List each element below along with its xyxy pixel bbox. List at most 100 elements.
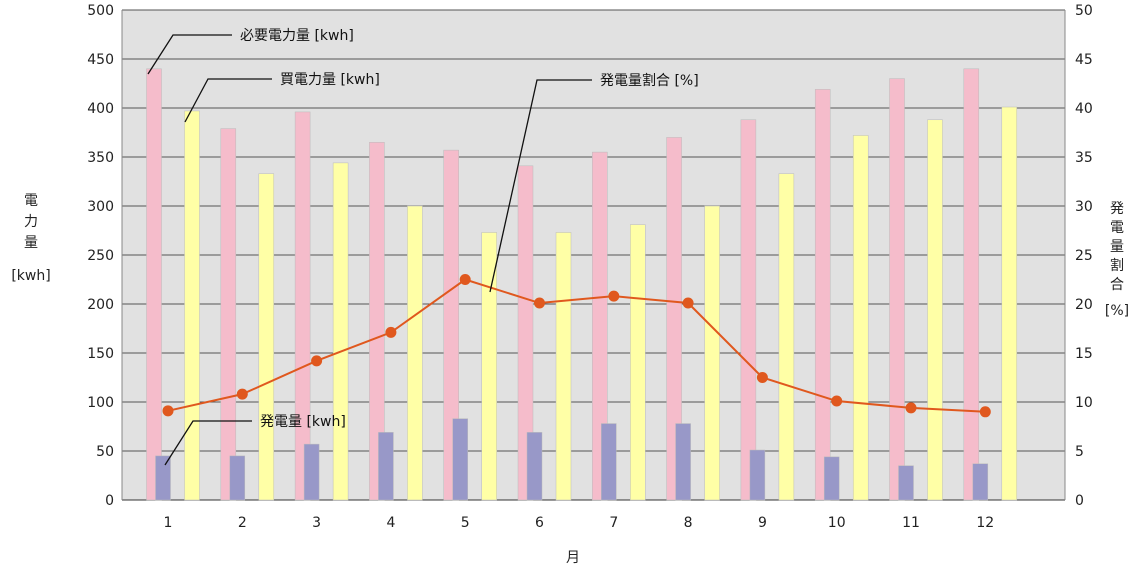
ratio-point: [608, 290, 620, 302]
right-axis-label: 発: [1110, 201, 1124, 217]
x-tick-label: 11: [902, 515, 920, 531]
left-tick-label: 50: [96, 444, 114, 460]
generated-bar: [378, 432, 394, 501]
ratio-point: [831, 395, 843, 407]
generated-bar: [898, 465, 914, 501]
generated-bar: [972, 463, 989, 501]
purchased-bar: [630, 224, 646, 501]
x-tick-label: 4: [386, 515, 395, 531]
purchased-bar: [555, 232, 572, 501]
bars: [146, 68, 1018, 501]
right-tick-label: 30: [1075, 199, 1093, 215]
required-bar: [963, 68, 980, 501]
purchased-bar: [778, 173, 795, 501]
generated-bar: [452, 418, 468, 501]
right-tick-label: 50: [1075, 3, 1093, 19]
annotation-leader: [147, 34, 232, 75]
annotation-leader: [489, 79, 592, 293]
left-tick-label: 500: [87, 3, 114, 19]
right-tick-label: 40: [1075, 101, 1093, 117]
x-tick-label: 12: [976, 515, 994, 531]
left-axis-label: 量: [24, 235, 38, 251]
right-tick-label: 5: [1075, 444, 1084, 460]
left-axis-label: 力: [24, 214, 38, 230]
left-axis-label: [kwh]: [11, 268, 50, 284]
ratio-point: [236, 388, 248, 400]
generated-bar: [823, 456, 840, 501]
left-axis-ticks: 0 50 100 150 200 250 300 350 400 450 500: [87, 3, 114, 509]
ratio-point: [385, 326, 397, 338]
right-tick-label: 15: [1075, 346, 1093, 362]
right-axis-label: 電: [1110, 220, 1124, 236]
right-axis-label: 割: [1110, 257, 1124, 274]
generated-bar: [749, 449, 766, 501]
left-tick-label: 150: [87, 346, 114, 362]
x-tick-label: 6: [535, 515, 544, 531]
ratio-point: [682, 297, 694, 309]
left-axis-label: 電: [24, 193, 38, 209]
ratio-point: [905, 402, 917, 414]
annotation-leader: [184, 78, 272, 123]
ratio-point: [459, 274, 471, 285]
required-bar: [443, 149, 459, 501]
left-tick-label: 250: [87, 248, 114, 264]
left-tick-label: 300: [87, 199, 114, 215]
required-bar: [666, 137, 682, 501]
ratio-point: [979, 406, 991, 418]
required-bar: [517, 165, 534, 501]
purchased-bar: [258, 173, 275, 501]
x-tick-label: 9: [758, 515, 767, 531]
ratio-line-path: [167, 278, 986, 413]
series-label: 発電量 [kwh]: [260, 414, 346, 430]
x-tick-label: 7: [609, 515, 618, 531]
required-bar: [889, 78, 905, 501]
x-tick-label: 5: [461, 515, 470, 531]
required-bar: [294, 111, 311, 501]
generated-bar: [526, 432, 543, 501]
left-tick-label: 400: [87, 101, 114, 117]
generated-bar: [601, 423, 617, 501]
right-axis-ticks: 0 5 10 15 20 25 30 35 40 45 50: [1075, 3, 1093, 509]
series-label: 必要電力量 [kwh]: [240, 28, 354, 44]
annotation-leader: [164, 420, 252, 466]
generated-bar: [229, 455, 246, 501]
right-tick-label: 35: [1075, 150, 1093, 166]
required-bar: [814, 89, 831, 501]
right-tick-label: 0: [1075, 493, 1084, 509]
x-axis-label: 月: [566, 550, 580, 566]
required-bar: [592, 151, 608, 501]
annotations: 必要電力量 [kwh] 買電力量 [kwh] 発電量割合 [%] 発電量 [kwh]: [147, 28, 699, 466]
right-axis-label: [%]: [1105, 303, 1129, 319]
generated-bar: [303, 443, 320, 501]
generated-bar: [155, 455, 171, 501]
ratio-point: [162, 405, 174, 417]
left-tick-label: 350: [87, 150, 114, 166]
left-tick-label: 100: [87, 395, 114, 411]
purchased-bar: [407, 205, 423, 501]
series-label: 買電力量 [kwh]: [280, 72, 380, 88]
x-tick-label: 10: [828, 515, 846, 531]
purchased-bar: [332, 162, 349, 501]
x-tick-label: 2: [238, 515, 247, 531]
required-bar: [220, 128, 237, 501]
purchased-bar: [1001, 106, 1018, 501]
x-tick-label: 8: [684, 515, 693, 531]
left-tick-label: 450: [87, 52, 114, 68]
x-tick-label: 1: [164, 515, 173, 531]
right-tick-label: 10: [1075, 395, 1093, 411]
purchased-bar: [852, 135, 869, 501]
left-tick-label: 0: [105, 493, 114, 509]
right-axis-label: 合: [1110, 277, 1124, 293]
ratio-line: [162, 274, 991, 418]
x-axis-ticks: 1 2 3 4 5 6 7 8 9 10 11 12: [164, 515, 995, 531]
ratio-point: [311, 355, 323, 367]
axis-labels: 電力量[kwh]発電量割合[%]月: [11, 193, 1129, 566]
purchased-bar: [704, 205, 720, 501]
required-bar: [369, 142, 385, 501]
required-bar: [146, 68, 162, 501]
right-tick-label: 45: [1075, 52, 1093, 68]
ratio-point: [756, 372, 768, 383]
right-axis-label: 量: [1110, 239, 1124, 255]
purchased-bar: [927, 119, 943, 501]
